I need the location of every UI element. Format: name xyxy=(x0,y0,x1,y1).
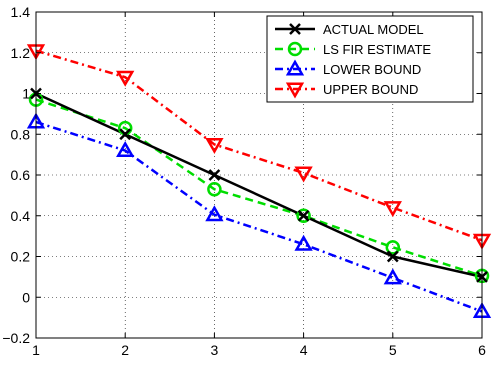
axis-ticks xyxy=(35,11,483,339)
legend-box xyxy=(266,15,474,103)
series-4-point-4 xyxy=(294,166,313,183)
y-tick-label: −0.2 xyxy=(2,330,30,346)
legend-marker-3 xyxy=(285,59,305,76)
y-tick-label: 0.8 xyxy=(11,126,31,142)
series-3-point-3 xyxy=(205,205,224,222)
y-tick-label: 0.2 xyxy=(11,249,31,265)
series-4-point-3 xyxy=(205,137,224,154)
x-tick-label: 3 xyxy=(211,342,219,358)
legend: ACTUAL MODEL LS FIR ESTIMATE LOWER BOUND UP… xyxy=(266,15,474,103)
axis-tick-labels: 1 2 3 4 5 6 −0.2 0 0.2 0.4 0.6 0.8 1 1.2 1.4 xyxy=(2,4,486,358)
legend-label-4: UPPER BOUND xyxy=(323,82,418,97)
legend-label-1: ACTUAL MODEL xyxy=(323,22,424,37)
series-2-point-5 xyxy=(385,240,401,255)
series-3-point-5 xyxy=(383,268,402,285)
y-tick-label: 1.2 xyxy=(11,45,31,61)
legend-label-2: LS FIR ESTIMATE xyxy=(323,42,431,57)
y-tick-label: 1 xyxy=(22,86,30,102)
x-tick-label: 2 xyxy=(121,342,129,358)
series-line-3 xyxy=(35,120,483,313)
legend-label-3: LOWER BOUND xyxy=(323,62,421,77)
x-tick-label: 6 xyxy=(478,342,486,358)
legend-marker-2 xyxy=(287,41,303,57)
series-1-point-4 xyxy=(297,209,310,222)
series-lines xyxy=(35,49,483,313)
series-1-point-5 xyxy=(386,250,399,263)
legend-marker-4 xyxy=(285,82,305,99)
series-4-point-2 xyxy=(116,70,135,87)
series-2-point-4 xyxy=(296,208,311,223)
x-tick-label: 1 xyxy=(32,342,40,358)
legend-marker-1 xyxy=(289,23,301,35)
series-1-point-3 xyxy=(208,169,221,181)
series-4-point-5 xyxy=(383,201,402,218)
x-tick-label: 4 xyxy=(300,342,308,358)
y-tick-label: 0.4 xyxy=(11,208,31,224)
series-3-point-2 xyxy=(116,141,135,158)
series-3-point-4 xyxy=(294,234,313,251)
series-2-point-3 xyxy=(207,182,222,197)
series-1-point-2 xyxy=(119,128,132,141)
series-line-4 xyxy=(35,49,483,242)
series-line-2 xyxy=(35,98,483,278)
y-tick-label: 0.6 xyxy=(11,167,31,183)
x-tick-label: 5 xyxy=(389,342,397,358)
y-tick-label: 0 xyxy=(22,289,30,305)
series-line-1 xyxy=(35,92,483,279)
y-tick-label: 1.4 xyxy=(11,4,31,20)
